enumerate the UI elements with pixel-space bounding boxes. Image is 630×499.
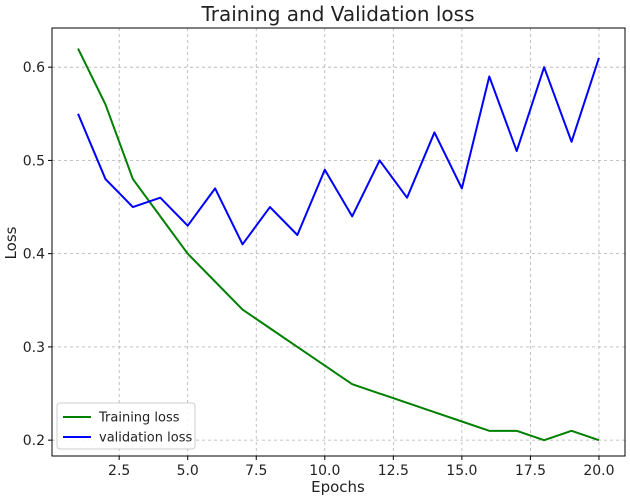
y-tick-label: 0.3	[23, 340, 45, 356]
series-layer	[77, 48, 600, 442]
y-tick-label: 0.6	[23, 60, 45, 76]
plot-frame	[51, 27, 626, 457]
y-tick-label: 0.5	[23, 153, 45, 169]
x-tick-label: 20.0	[583, 463, 614, 479]
legend: Training loss validation loss	[56, 402, 196, 450]
validation-loss-line	[77, 57, 600, 246]
x-axis-label: Epochs	[311, 478, 365, 496]
x-tick-label: 17.5	[515, 463, 546, 479]
y-tick-label: 0.4	[23, 247, 45, 263]
x-tick-label: 10.0	[309, 463, 340, 479]
grid-layer	[52, 28, 625, 456]
x-tick-label: 5.0	[177, 463, 199, 479]
x-tick-label: 15.0	[446, 463, 477, 479]
legend-box	[56, 402, 196, 450]
x-tick-label: 12.5	[378, 463, 409, 479]
x-tick-label: 7.5	[245, 463, 267, 479]
x-tick-label: 2.5	[108, 463, 130, 479]
y-axis-label: Loss	[2, 226, 20, 259]
training-loss-line	[77, 48, 600, 442]
legend-label-training: Training loss	[98, 411, 180, 426]
tick-layer: 2.5 5.0 7.5 10.0 12.5 15.0 17.5 20.0 0.2 0.3 0.4 0.…	[23, 60, 615, 479]
y-tick-label: 0.2	[23, 433, 45, 449]
chart-title: Training and Validation loss	[200, 2, 474, 26]
legend-label-validation: validation loss	[99, 431, 192, 446]
